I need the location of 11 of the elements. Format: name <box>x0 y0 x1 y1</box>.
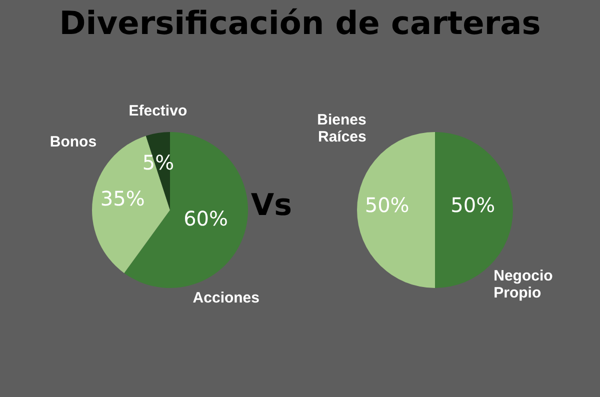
text: Vs <box>250 188 292 223</box>
slice-label: Bonos <box>50 134 97 151</box>
data-label: 60% <box>184 206 228 230</box>
data-label: 50% <box>450 193 496 217</box>
data-label: 50% <box>364 193 410 217</box>
chart-title: Diversificación de carteras <box>58 4 542 42</box>
slice-label: Bienes Raíces <box>317 111 366 146</box>
slice-label: Efectivo <box>128 102 188 120</box>
slice-label: Acciones <box>192 290 260 307</box>
data-label: 35% <box>100 186 145 210</box>
slice-label: Negocio Propio <box>494 268 553 302</box>
